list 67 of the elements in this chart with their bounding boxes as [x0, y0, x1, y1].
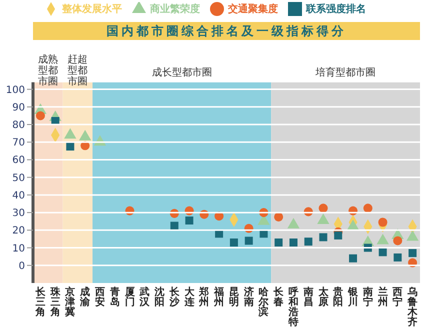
point — [319, 233, 328, 242]
x-tick-label: 郑州 — [198, 286, 210, 308]
point — [230, 238, 238, 246]
y-tick-label: 10 — [12, 243, 25, 254]
point — [394, 253, 402, 262]
x-tick-label: 南宁 — [362, 286, 373, 308]
point — [66, 142, 74, 151]
point — [334, 231, 342, 240]
point — [274, 212, 284, 222]
x-tick-label: 乌鲁木齐 — [406, 286, 419, 328]
legend-label: 商业繁荣度 — [150, 4, 200, 15]
y-tick-label: 20 — [12, 226, 25, 237]
y-tick-label: 50 — [12, 172, 25, 184]
x-tick-label: 沈阳 — [154, 286, 165, 308]
y-tick-label: 40 — [12, 190, 25, 202]
point — [304, 238, 312, 246]
point — [363, 204, 372, 213]
x-tick-label: 福州 — [213, 286, 224, 308]
band-label: 成熟型都市圈 — [38, 53, 58, 88]
point — [349, 254, 358, 262]
x-tick-label: 武汉 — [138, 286, 151, 308]
x-tick-label: 太原 — [317, 286, 330, 308]
y-tick-label: 30 — [12, 208, 25, 220]
x-tick-label: 长三角 — [34, 286, 46, 318]
x-tick-label: 南昌 — [302, 286, 314, 308]
y-tick-label: 100 — [6, 84, 25, 96]
x-tick-label: 青岛 — [108, 286, 120, 308]
y-tick-label: 0 — [18, 260, 25, 272]
y-tick-label: 80 — [12, 120, 25, 132]
x-tick-label: 昆明 — [228, 286, 239, 308]
point — [408, 249, 417, 258]
x-tick-label: 兰州 — [376, 286, 388, 308]
x-tick-label: 长沙 — [168, 286, 180, 308]
x-tick-label: 珠三角 — [49, 286, 62, 318]
point — [64, 128, 76, 139]
x-tick-label: 银川 — [347, 286, 360, 308]
y-tick-label: 70 — [12, 138, 25, 149]
x-tick-label: 成渝 — [79, 286, 92, 308]
band-label: 培育型都市圈 — [314, 66, 376, 78]
x-tick-label: 济南 — [242, 286, 254, 308]
point — [318, 204, 328, 213]
point — [378, 218, 388, 227]
legend-label: 联系强度排名 — [306, 4, 366, 15]
point — [185, 216, 194, 224]
x-tick-label: 大连 — [183, 286, 196, 308]
y-tick-label: 90 — [12, 102, 25, 114]
x-tick-label: 呼和浩特 — [287, 286, 298, 328]
y-tick-label: 60 — [12, 155, 25, 166]
x-tick-label: 哈尔滨 — [258, 286, 270, 318]
legend-label: 整体发展水平 — [62, 4, 122, 15]
x-tick-label: 厦门 — [124, 286, 135, 308]
point — [244, 236, 253, 245]
point — [36, 111, 45, 120]
x-tick-label: 长春 — [272, 286, 285, 308]
point — [170, 222, 178, 230]
point — [393, 236, 402, 246]
x-tick-label: 贵阳 — [332, 286, 344, 308]
band-label: 成长型都市圈 — [152, 66, 212, 78]
legend-label: 交通聚集度 — [228, 4, 278, 15]
x-tick-label: 西安 — [94, 287, 105, 308]
x-tick-label: 京津冀 — [64, 286, 76, 318]
point — [378, 248, 387, 256]
band-label: 赶超型都市圈 — [68, 53, 88, 88]
chart-title: 国内都市圈综合排名及一级指标得分 — [33, 22, 420, 40]
point — [274, 238, 283, 246]
x-tick-label: 西宁 — [392, 287, 403, 308]
point — [289, 238, 298, 246]
